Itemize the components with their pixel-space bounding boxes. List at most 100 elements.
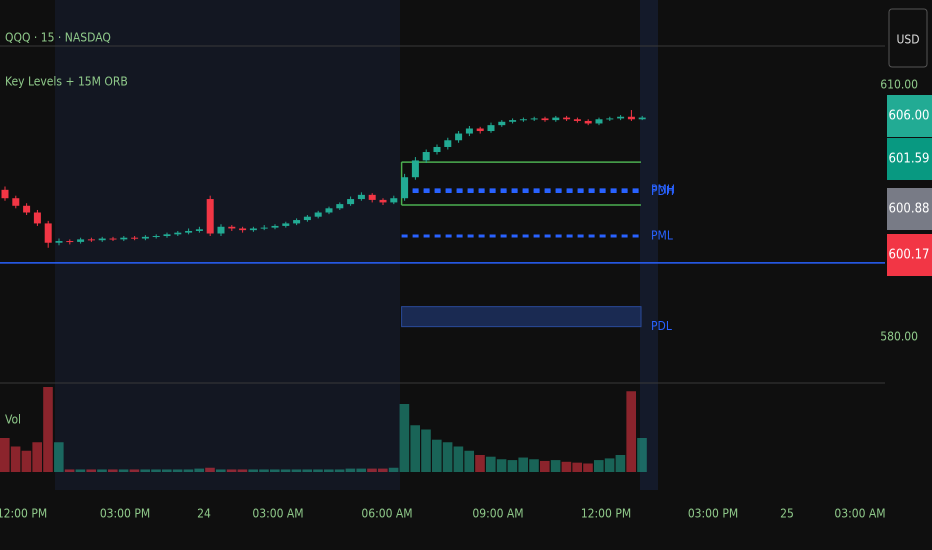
y-tick-label: 610.00 [880, 77, 918, 91]
volume-bar [43, 387, 53, 472]
candle-body [519, 119, 527, 121]
volume-bar [529, 459, 539, 472]
candle-body [55, 241, 63, 243]
volume-bar [302, 469, 312, 472]
candle-body [530, 118, 538, 120]
candle-body [23, 205, 31, 213]
price-badge-label: 601.59 [889, 152, 930, 167]
volume-bar [291, 469, 302, 472]
volume-bar [172, 469, 183, 472]
volume-bar [270, 469, 280, 472]
volume-bar [129, 469, 140, 472]
volume-bar [637, 438, 647, 472]
volume-bar [216, 469, 226, 472]
currency[interactable]: USD [896, 33, 919, 47]
x-tick-label: 06:00 AM [361, 507, 412, 521]
volume-label: Vol [5, 413, 21, 427]
candle-body [444, 140, 452, 147]
candle-body [239, 228, 247, 231]
candle-body [152, 236, 160, 238]
volume-bar [421, 429, 431, 472]
volume-bar [21, 450, 32, 472]
candle-body [206, 199, 214, 234]
candle-body [325, 208, 333, 213]
x-tick-label: 03:00 PM [100, 507, 150, 521]
volume-bar [399, 404, 410, 472]
candle-body [217, 226, 225, 234]
volume-bar [378, 468, 388, 472]
candle-body [476, 128, 484, 132]
volume-bar [594, 460, 604, 472]
volume-bar [464, 450, 474, 472]
volume-bar [572, 462, 582, 472]
candle-body [141, 236, 149, 239]
volume-bar [64, 469, 75, 472]
volume-bar [194, 468, 204, 472]
candle-body [131, 237, 139, 239]
candle-body [293, 220, 301, 224]
indicator-name: Key Levels + 15M ORB [5, 75, 128, 89]
volume-bar [561, 461, 572, 472]
candle-body [422, 152, 430, 161]
volume-bar [453, 446, 464, 472]
candle-body [271, 225, 279, 228]
candle-body [638, 117, 646, 120]
x-tick-label: 12:00 PM [0, 507, 47, 521]
candle-body [627, 116, 635, 120]
volume-bar [237, 469, 248, 472]
candle-body [379, 199, 387, 203]
volume-bar [226, 469, 237, 472]
candle-body [595, 119, 603, 124]
volume-bar [540, 460, 550, 472]
price-badge [887, 234, 932, 276]
volume-bar [259, 469, 269, 472]
volume-bar [475, 455, 485, 472]
candle-body [303, 216, 311, 221]
candle-body [541, 118, 549, 121]
volume-bar [313, 469, 323, 472]
candle-body [174, 232, 182, 235]
candle-body [617, 116, 625, 119]
candle-body [282, 223, 290, 226]
level-label: PMH [651, 182, 675, 196]
candle-body [357, 194, 365, 200]
session-shade [640, 0, 658, 490]
level-label: PML [651, 229, 673, 243]
candle-body [120, 237, 128, 240]
candle-body [455, 133, 463, 141]
volume-bar [442, 442, 453, 472]
session-shade [55, 0, 400, 490]
volume-bar [496, 459, 507, 472]
currency-button[interactable] [888, 8, 928, 68]
volume-bar [97, 469, 107, 472]
volume-bar [108, 469, 118, 472]
candle-body [195, 229, 203, 231]
candle-body [185, 230, 193, 233]
x-tick-label: 12:00 PM [581, 507, 631, 521]
volume-bar [583, 463, 593, 472]
volume-bar [518, 457, 528, 472]
volume-bar [345, 468, 356, 472]
volume-bar [626, 391, 636, 472]
volume-bar [367, 468, 377, 472]
candle-body [401, 177, 409, 199]
x-tick-label: 03:00 AM [834, 507, 885, 521]
candle-body [584, 120, 592, 124]
candle-body [228, 226, 236, 229]
volume-bar [86, 469, 96, 472]
volume-bar [432, 439, 442, 472]
candle-body [66, 241, 74, 243]
candle-body [433, 146, 441, 153]
candle-body [465, 128, 473, 134]
price-badge-label: 600.88 [889, 202, 930, 217]
level-label: PDL [651, 319, 672, 333]
candle-body [411, 160, 419, 178]
x-tick-label: 09:00 AM [472, 507, 523, 521]
volume-bar [140, 469, 150, 472]
volume-bar [32, 442, 42, 472]
candle-body [109, 238, 117, 240]
candle-body [77, 239, 85, 242]
price-badge [887, 188, 932, 230]
candle-body [368, 194, 376, 200]
